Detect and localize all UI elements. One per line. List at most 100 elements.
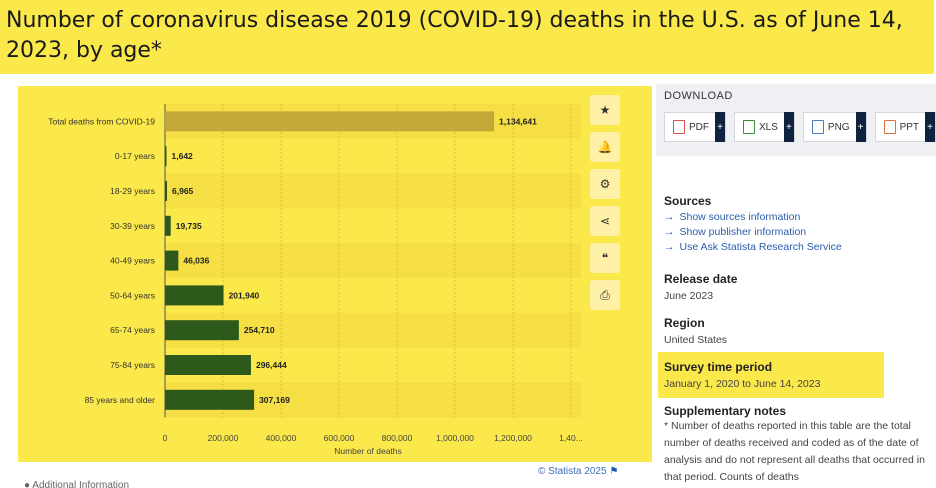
x-tick-label: 0 [163, 433, 168, 443]
release-section: Release date June 2023 [664, 272, 737, 302]
row-band [165, 173, 581, 209]
release-value: June 2023 [664, 290, 714, 302]
data-label: 201,940 [229, 290, 260, 300]
x-axis-label: Number of deaths [334, 446, 402, 456]
chart-toolbar: ★ 🔔 ⚙ ⋖ ❝ ⎙ [590, 95, 622, 317]
download-label: XLS [759, 121, 778, 133]
bar [165, 250, 179, 271]
category-label: 65-74 years [110, 325, 155, 335]
x-tick-label: 600,000 [324, 433, 355, 443]
notes-title: Supplementary notes [664, 404, 787, 418]
pdf-file-icon [673, 120, 685, 134]
statista-credit[interactable]: © Statista 2025 ⚑ [538, 466, 619, 477]
data-label: 1,134,641 [499, 116, 537, 126]
category-label: 75-84 years [110, 360, 155, 370]
page-title: Number of coronavirus disease 2019 (COVI… [6, 8, 903, 63]
category-label: 85 years and older [85, 395, 156, 405]
show-publisher-link[interactable]: → Show publisher information [664, 226, 807, 238]
show-sources-link[interactable]: → Show sources information [664, 211, 801, 223]
region-value: United States [664, 334, 728, 346]
region-title: Region [664, 316, 705, 330]
plus-icon[interactable]: + [855, 112, 866, 142]
print-icon: ⎙ [600, 287, 610, 302]
category-label: 30-39 years [110, 221, 155, 231]
share-button[interactable]: ⋖ [590, 206, 620, 236]
download-buttons: PDF + XLS + PNG + PPT + [664, 112, 936, 142]
chart-panel: Total deaths from COVID-19 1,134,641 0-17 … [18, 86, 652, 462]
x-tick-label: 400,000 [266, 433, 297, 443]
ask-statista-link[interactable]: → Use Ask Statista Research Service [664, 241, 842, 253]
bar [165, 111, 495, 132]
plus-icon[interactable]: + [783, 112, 794, 142]
data-label: 1,642 [172, 151, 194, 161]
credit-text[interactable]: © Statista 2025 [538, 466, 607, 477]
bar [165, 215, 171, 236]
notes-section: Supplementary notes * Number of deaths r… [664, 404, 934, 486]
data-label: 6,965 [172, 186, 194, 196]
download-png-button[interactable]: PNG + [802, 112, 867, 142]
x-tick-label: 200,000 [208, 433, 239, 443]
category-label: 40-49 years [110, 256, 155, 266]
category-label: 18-29 years [110, 186, 155, 196]
info-icon: ● [24, 480, 31, 488]
release-title: Release date [664, 272, 738, 286]
plus-icon[interactable]: + [715, 112, 725, 142]
sources-title: Sources [664, 194, 712, 208]
data-label: 46,036 [183, 256, 209, 266]
survey-value: January 1, 2020 to June 14, 2023 [664, 378, 821, 390]
bar [165, 320, 239, 341]
xls-file-icon [743, 120, 755, 134]
plus-icon[interactable]: + [925, 112, 936, 142]
data-label: 254,710 [244, 325, 275, 335]
download-xls-button[interactable]: XLS + [734, 112, 795, 142]
download-label: PDF [689, 121, 709, 133]
survey-highlight [658, 352, 884, 398]
bar [165, 355, 251, 375]
download-ppt-button[interactable]: PPT + [874, 112, 936, 142]
survey-section: Survey time period January 1, 2020 to Ju… [664, 360, 820, 390]
survey-title: Survey time period [664, 360, 773, 374]
x-tick-label: 800,000 [382, 433, 413, 443]
bar [165, 181, 168, 201]
x-tick-label: 1,000,000 [436, 433, 474, 443]
bar-chart: Total deaths from COVID-19 1,134,641 0-17 … [48, 104, 583, 456]
download-box: DOWNLOAD PDF + XLS + PNG + PPT + [656, 84, 936, 156]
title-bar: Number of coronavirus disease 2019 (COVI… [0, 0, 934, 74]
sidebar: DOWNLOAD PDF + XLS + PNG + PPT + [656, 84, 936, 156]
quote-button[interactable]: ❝ [590, 243, 620, 273]
sources-section: Sources → Show sources information → Show … [664, 194, 842, 253]
download-label: PNG [827, 121, 850, 133]
additional-information-label[interactable]: Additional Information [32, 480, 130, 488]
row-band [165, 243, 581, 278]
category-label: 50-64 years [110, 290, 155, 300]
download-title: DOWNLOAD [664, 90, 733, 102]
arrow-right-icon: → [664, 226, 675, 238]
gear-icon: ⚙ [599, 177, 611, 191]
quote-icon: ❝ [601, 251, 609, 265]
ppt-file-icon [883, 120, 896, 134]
star-button[interactable]: ★ [590, 95, 620, 125]
share-icon: ⋖ [599, 214, 611, 228]
x-tick-label: 1,200,000 [494, 433, 532, 443]
gear-button[interactable]: ⚙ [590, 169, 620, 199]
region-section: Region United States [664, 316, 727, 346]
category-label: Total deaths from COVID-19 [48, 116, 155, 126]
notes-text: * Number of deaths reported in this tabl… [664, 420, 925, 483]
bell-icon: 🔔 [597, 140, 613, 154]
data-label: 307,169 [259, 395, 290, 405]
download-pdf-button[interactable]: PDF + [664, 112, 726, 142]
download-label: PPT [899, 121, 920, 133]
data-label: 19,735 [176, 221, 202, 231]
bar [165, 389, 255, 410]
x-tick-label: 1,40... [559, 433, 583, 443]
bell-button[interactable]: 🔔 [590, 132, 620, 162]
arrow-right-icon: → [664, 241, 675, 253]
data-label: 296,444 [256, 360, 287, 370]
arrow-right-icon: → [664, 211, 675, 223]
additional-information-link[interactable]: ● Additional Information [24, 480, 129, 488]
category-label: 0-17 years [115, 151, 155, 161]
bar [165, 146, 167, 167]
star-icon: ★ [599, 103, 611, 117]
print-button[interactable]: ⎙ [590, 280, 620, 310]
flag-icon: ⚑ [609, 466, 619, 477]
